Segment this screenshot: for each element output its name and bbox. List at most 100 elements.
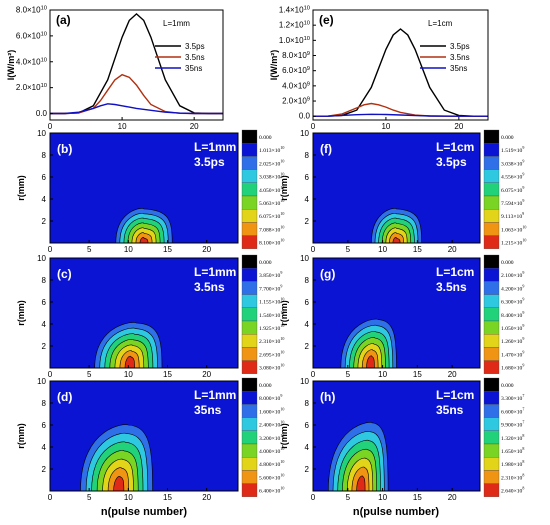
heatmap-background-g [313,258,480,368]
y-tick-label-d-3: 8 [42,399,47,408]
colorbar-swatch-b-6 [241,209,258,223]
colorbar-swatch-d-7 [241,470,258,484]
colorbar-swatch-h-6 [483,457,500,471]
panel-tag-h: (h) [320,390,335,404]
series-line-e-2 [313,113,488,117]
x-tick-label-c-0: 0 [48,370,53,379]
y-tick-label-d-4: 10 [37,377,46,386]
colorbar-label-f-8: 1.215×1010 [501,238,526,247]
colorbar-label-d-4: 3.200×1010 [259,433,284,442]
colorbar-label-h-7: 2.310×108 [501,472,524,481]
colorbar-swatch-d-0 [241,377,258,392]
colorbar-swatch-c-4 [241,307,258,322]
annotation-duration-b: 3.5ps [194,155,225,169]
colorbar-swatch-g-0 [483,254,500,269]
contour-group-f [371,208,422,243]
contour-level-b-6 [139,237,149,243]
y-tick-label-a-4: 8.0×1010 [16,6,47,15]
y-tick-label-e-6: 1.2×1010 [279,21,310,30]
colorbar-label-g-4: 8.400×109 [501,310,524,319]
plot-frame-b [49,132,239,244]
colorbar-label-f-4: 6.075×109 [501,185,524,194]
colorbar-label-h-4: 1.320×108 [501,433,524,442]
y-tick-label-b-4: 10 [37,129,46,138]
colorbar-swatch-g-2 [483,281,500,295]
x-tick-label-a-1: 10 [118,122,127,131]
colorbar-swatch-f-6 [483,209,500,223]
annotation-a: L=1mm [163,19,190,28]
y-tick-label-e-3: 6.0×109 [282,66,310,75]
y-axis-label-d: r(mm) [16,423,26,449]
colorbar-swatch-d-8 [241,483,258,497]
colorbar-swatch-g-6 [483,334,500,348]
x-tick-label-g-0: 0 [311,370,316,379]
y-tick-label-d-1: 4 [42,443,47,452]
colorbar-swatch-h-3 [483,417,500,431]
x-tick-label-g-2: 10 [378,370,387,379]
colorbar-label-h-6: 1.980×108 [501,459,524,468]
contour-group-c [94,322,163,368]
x-tick-label-c-3: 15 [163,370,172,379]
y-tick-label-c-1: 4 [42,320,47,329]
colorbar-label-g-2: 4.200×109 [501,283,524,292]
colorbar-label-b-2: 2.025×1010 [259,158,284,167]
x-tick-label-d-3: 15 [163,493,172,502]
plot-frame-a [49,9,224,121]
colorbar-label-c-1: 3.850×109 [259,270,282,279]
y-tick-label-a-3: 6.0×1010 [16,31,47,40]
colorbar-swatch-g-3 [483,294,500,308]
contour-group-d [80,424,153,491]
y-tick-label-d-2: 6 [42,421,47,430]
colorbar-swatch-d-1 [241,391,258,405]
colorbar-label-d-7: 5.600×1010 [259,472,284,481]
colorbar-swatch-c-2 [241,281,258,295]
y-axis-label-h: r(mm) [279,423,289,449]
annotation-length-c: L=1mm [194,265,236,279]
x-tick-label-e-0: 0 [311,122,316,131]
x-tick-label-b-3: 15 [163,245,172,254]
y-tick-label-c-4: 10 [37,254,46,263]
y-tick-label-f-3: 8 [305,151,310,160]
contour-group-b [115,208,173,243]
colorbar-label-b-5: 5.063×1010 [259,198,284,207]
y-tick-label-e-2: 4.0×109 [282,81,310,90]
colorbar-swatch-c-1 [241,268,258,282]
plot-frame-e [312,9,489,121]
panel-tag-a: (a) [56,13,71,27]
legend-label-a-2: 35ns [185,64,202,73]
colorbar-swatch-c-6 [241,334,258,348]
colorbar-swatch-b-2 [241,156,258,170]
x-tick-label-e-1: 10 [381,122,390,131]
colorbar-swatch-b-8 [241,235,258,249]
legend-label-a-0: 3.5ps [185,42,205,51]
panel-tag-d: (d) [57,390,72,404]
y-axis-label-f: r(mm) [279,175,289,201]
colorbar-label-d-0: 0.000 [259,383,272,389]
colorbar-label-c-5: 1.925×1010 [259,323,284,332]
annotation-duration-d: 35ns [194,403,222,417]
y-axis-label-c: r(mm) [16,300,26,326]
colorbar-swatch-d-6 [241,457,258,471]
colorbar-label-g-6: 1.260×109 [501,336,524,345]
y-tick-label-g-4: 10 [300,254,309,263]
annotation-length-g: L=1cm [436,265,474,279]
y-tick-label-g-3: 8 [305,276,310,285]
contour-level-f-6 [392,237,401,243]
contour-level-c-6 [124,355,135,368]
y-tick-label-f-4: 10 [300,129,309,138]
contour-group-g [340,318,397,368]
y-tick-label-e-7: 1.4×1010 [279,6,310,15]
colorbar-swatch-b-1 [241,143,258,157]
colorbar-swatch-c-0 [241,254,258,269]
y-tick-label-f-2: 6 [305,173,310,182]
legend-label-a-1: 3.5ns [185,53,205,62]
x-tick-label-h-2: 10 [378,493,387,502]
colorbar-swatch-h-0 [483,377,500,392]
colorbar-label-b-8: 8.100×1010 [259,238,284,247]
colorbar-label-c-7: 2.695×1010 [259,349,284,358]
colorbar-label-d-2: 1.600×1010 [259,406,284,415]
y-tick-label-g-1: 4 [305,320,310,329]
x-tick-label-b-0: 0 [48,245,53,254]
annotation-duration-g: 3.5ns [436,280,467,294]
